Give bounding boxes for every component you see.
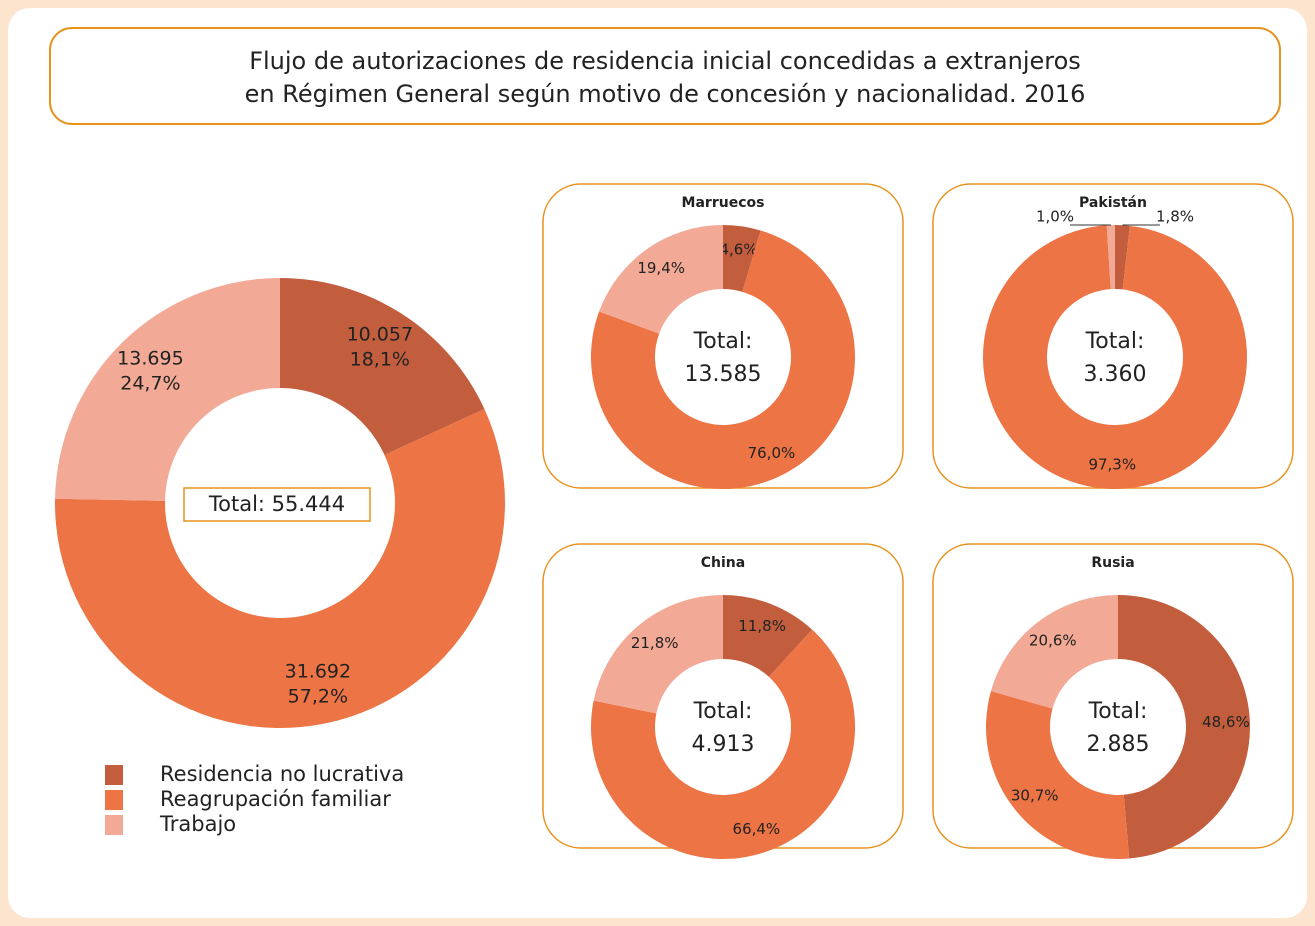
data-label: 11,8% [738, 617, 786, 635]
slice [54, 408, 506, 728]
chart-title: Rusia [1091, 555, 1134, 571]
total-label: 3.360 [1084, 362, 1147, 387]
data-label: 1,8% [1156, 208, 1194, 226]
title-box [49, 27, 1281, 125]
center-text: Total: [1085, 329, 1145, 354]
slice [986, 691, 1130, 859]
legend-label: Reagrupación familiar [160, 787, 391, 811]
slice [723, 225, 761, 292]
total-label: 4.913 [692, 732, 755, 757]
total-label: Total: 55.444 [208, 492, 345, 516]
legend-label: Residencia no lucrativa [160, 762, 404, 786]
title-line: en Régimen General según motivo de conce… [245, 80, 1086, 108]
legend-swatch [105, 790, 123, 810]
center-text: Total: [1088, 699, 1148, 724]
data-label: 24,7% [120, 372, 180, 394]
total-label: 2.885 [1087, 732, 1150, 757]
data-label: 10.057 [347, 324, 413, 346]
data-label: 57,2% [288, 686, 348, 708]
data-label: 31.692 [285, 661, 351, 683]
slice [1118, 595, 1250, 859]
legend-label: Trabajo [159, 812, 236, 836]
slice [590, 629, 855, 859]
total-box [183, 487, 371, 522]
data-label: 18,1% [350, 349, 410, 371]
data-label: 4,6% [719, 241, 757, 259]
slice [723, 595, 813, 677]
data-label: 76,0% [748, 444, 796, 462]
chart-title: China [701, 555, 745, 571]
legend-swatch [105, 815, 123, 835]
chart-title: Marruecos [682, 195, 765, 211]
slice [982, 225, 1247, 490]
data-label: 19,4% [637, 259, 685, 277]
slice [990, 595, 1118, 709]
center-text: Total: [693, 329, 753, 354]
slice [280, 278, 485, 455]
slice [55, 278, 280, 501]
data-label: 13.695 [117, 347, 183, 369]
slice [1106, 225, 1115, 290]
center-text: Total: [693, 699, 753, 724]
data-label: 97,3% [1088, 455, 1136, 473]
data-label: 21,8% [631, 634, 679, 652]
data-label: 66,4% [733, 820, 781, 838]
legend-swatch [105, 765, 123, 785]
data-label: 30,7% [1011, 786, 1059, 804]
data-label: 1,0% [1036, 208, 1074, 226]
slice [593, 595, 723, 714]
slice [591, 230, 855, 490]
data-label: 48,6% [1202, 713, 1250, 731]
total-label: 13.585 [685, 362, 762, 387]
slice [599, 225, 723, 334]
title-line: Flujo de autorizaciones de residencia in… [249, 47, 1081, 75]
slice [1115, 225, 1130, 290]
data-label: 20,6% [1029, 631, 1077, 649]
chart-title: Pakistán [1079, 195, 1147, 211]
